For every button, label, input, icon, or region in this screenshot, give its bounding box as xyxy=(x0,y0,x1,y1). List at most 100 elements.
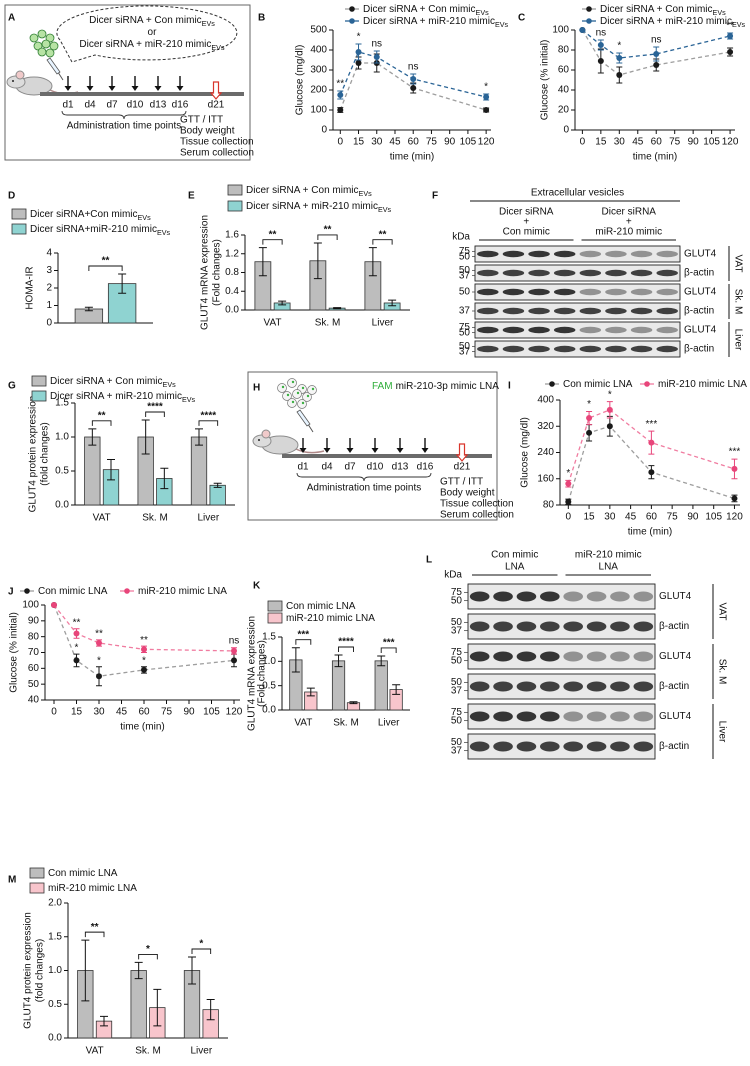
y-tick-label: 1.5 xyxy=(55,398,69,409)
kda-label: kDa xyxy=(452,232,470,243)
x-tick-label: Liver xyxy=(197,513,219,524)
y-axis-label: (Fold changes) xyxy=(212,239,223,306)
kda-marker: 37 xyxy=(451,685,463,696)
blot-band xyxy=(630,269,653,277)
blot-band xyxy=(493,711,513,722)
kda-marker: 50 xyxy=(451,715,463,726)
day-label: d1 xyxy=(62,100,74,111)
y-tick-label: 80 xyxy=(558,45,570,56)
blot-header: Extracellular vesicles xyxy=(531,188,624,199)
kda-marker: 50 xyxy=(459,251,471,262)
y-tick-label: 40 xyxy=(28,695,40,706)
significance: * xyxy=(617,41,621,52)
bar xyxy=(190,436,208,506)
blot-band xyxy=(656,288,678,296)
blot-band xyxy=(528,269,550,277)
error-bar xyxy=(349,701,358,705)
blot-band xyxy=(469,741,490,752)
series-line xyxy=(581,29,731,59)
y-tick-label: 0 xyxy=(321,125,327,136)
significance: * xyxy=(484,82,488,93)
legend-label: Dicer siRNA + miR-210 mimicEVs xyxy=(363,16,509,30)
x-tick-label: 90 xyxy=(444,137,456,148)
y-tick-label: 0.5 xyxy=(48,999,62,1010)
legend-label-sub: EVs xyxy=(495,20,509,29)
blot-band xyxy=(610,681,630,692)
kda-marker: 75 xyxy=(459,246,471,257)
endpoint-arrow xyxy=(209,81,223,100)
y-tick-label: 400 xyxy=(310,45,327,56)
bar xyxy=(130,970,147,1039)
significance: * xyxy=(146,944,150,955)
data-point xyxy=(727,33,734,39)
blot-strip xyxy=(474,264,681,282)
x-tick-label: Sk. M xyxy=(142,513,168,524)
band-label: β-actin xyxy=(659,681,689,692)
error-bar xyxy=(306,687,315,697)
data-point xyxy=(231,647,237,654)
blot-band xyxy=(539,711,560,722)
significance: **** xyxy=(147,402,163,413)
injection-text: or xyxy=(148,27,158,38)
significance: **** xyxy=(338,637,354,648)
kda-marker: 50 xyxy=(451,617,463,628)
legend-label-sub: EVs xyxy=(138,213,152,222)
data-point xyxy=(648,439,655,446)
blot-band xyxy=(633,651,654,662)
blot-band xyxy=(656,250,678,258)
brace xyxy=(61,110,187,120)
blot-band xyxy=(656,326,678,334)
significance-bracket xyxy=(84,931,105,938)
data-point xyxy=(483,107,490,113)
blot-band xyxy=(656,345,678,353)
y-axis-label: (Fold changes) xyxy=(257,640,268,707)
vesicle xyxy=(45,48,55,58)
lna-dot xyxy=(281,385,285,389)
legend-label-main: miR-210 mimic LNA xyxy=(138,586,227,597)
legend-label-main: miR-210 mimic LNA xyxy=(286,613,375,624)
error-bar xyxy=(141,419,150,455)
administration-label: Administration time points xyxy=(307,483,422,494)
blot-band xyxy=(553,307,576,315)
day-label: d10 xyxy=(127,100,144,111)
lna-particle xyxy=(292,389,302,399)
y-tick-label: 400 xyxy=(537,395,554,406)
y-tick-label: 1.0 xyxy=(48,965,62,976)
legend-label-main: Dicer siRNA + Con mimic xyxy=(363,4,476,15)
lna-dot xyxy=(291,380,295,384)
blot-band xyxy=(563,681,584,692)
blot-band xyxy=(630,288,653,296)
legend-label-main: Dicer siRNA + Con mimic xyxy=(50,376,163,387)
blot-band xyxy=(469,651,490,662)
x-tick-label: Liver xyxy=(372,318,394,329)
blot-band xyxy=(586,591,607,602)
tissue-label: VAT xyxy=(732,255,743,273)
significance: * xyxy=(142,655,146,666)
legend-swatch xyxy=(227,200,243,212)
x-tick-label: 105 xyxy=(703,137,720,148)
significance-bracket xyxy=(91,420,112,426)
data-point xyxy=(355,49,362,55)
panel-letter: M xyxy=(8,875,16,886)
bar xyxy=(374,660,388,711)
data-point xyxy=(565,480,572,487)
panel-frame xyxy=(4,4,251,161)
significance: ** xyxy=(336,79,344,90)
day-label: d13 xyxy=(392,462,409,473)
blot-band xyxy=(493,591,513,602)
blot-band xyxy=(586,681,607,692)
blot-band xyxy=(502,269,525,277)
legend-marker xyxy=(586,18,592,24)
blot-band xyxy=(563,741,584,752)
error-bar xyxy=(258,247,267,277)
kda-marker: 50 xyxy=(459,341,471,352)
y-tick-label: 320 xyxy=(537,421,554,432)
day-arrow-head xyxy=(108,86,116,91)
blot-band xyxy=(528,326,550,334)
bar xyxy=(84,436,101,506)
kda-marker: 75 xyxy=(451,647,463,658)
legend-label-main: Con mimic LNA xyxy=(38,586,108,597)
blot-band xyxy=(516,711,537,722)
x-tick-label: Sk. M xyxy=(333,718,359,729)
day-arrow-head xyxy=(154,86,162,91)
